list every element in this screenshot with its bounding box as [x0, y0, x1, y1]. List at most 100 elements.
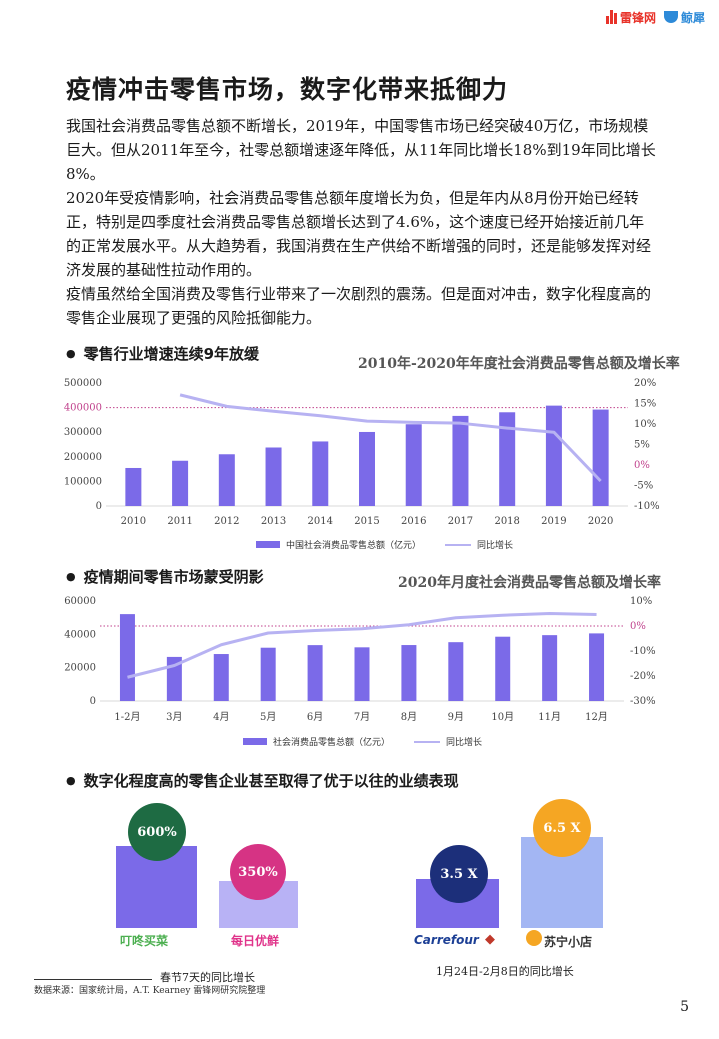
growth-line	[179, 393, 602, 483]
suning-logo: 苏宁小店	[544, 935, 593, 949]
chart1-plot: 500000 400000 300000 200000 100000 0 20% 15% 10%…	[64, 378, 660, 527]
bar	[213, 654, 229, 701]
x-tick-label: 2018	[494, 516, 519, 527]
chart1-title: 2010年-2020年年度社会消费品零售总额及增长率	[358, 356, 680, 372]
bar	[260, 647, 276, 701]
jingxi-logo: 鲸犀	[663, 9, 705, 26]
caption-right: 1月24日-2月8日的同比增长	[436, 965, 574, 978]
bar	[589, 633, 605, 701]
chart2-svg: 60000 40000 20000 0 10% 0% -10% -20% -30% 1-2月 3月 4…	[64, 596, 656, 723]
x-tick-label: 7月	[354, 711, 370, 723]
label-350: 350%	[230, 844, 286, 900]
leiphone-logo-text: 雷锋网	[619, 10, 656, 25]
chart2-title: 2020年月度社会消费品零售总额及增长率	[398, 575, 661, 591]
bar	[218, 454, 235, 506]
bar	[405, 424, 422, 506]
carrefour-logo: Carrefour	[414, 933, 479, 947]
source-divider	[34, 979, 152, 980]
y2-tick-label: 15%	[634, 399, 656, 410]
x-tick-label: 6月	[307, 711, 323, 723]
y-tick-label: 100000	[64, 476, 102, 487]
legend-bar-swatch	[256, 541, 280, 548]
y-tick-label: 40000	[64, 629, 96, 640]
x-tick-label: 8月	[401, 711, 417, 723]
bar	[592, 409, 609, 506]
x-tick-label: 2019	[541, 516, 566, 527]
label-6-5x: 6.5 X	[533, 799, 591, 857]
bar	[452, 415, 469, 506]
x-tick-label: 2016	[401, 516, 426, 527]
legend-line-label: 同比增长	[477, 541, 514, 551]
y-tick-label: 0	[90, 696, 96, 707]
bar	[307, 645, 323, 701]
y2-tick-label: -20%	[630, 671, 656, 682]
y-tick-label: 500000	[64, 378, 102, 389]
chart1-legend: 中国社会消费品零售总额（亿元） 同比增长	[256, 538, 513, 551]
bar	[265, 447, 282, 506]
bar	[125, 467, 142, 506]
x-tick-label: 9月	[448, 711, 464, 723]
x-tick-label: 2015	[354, 516, 379, 527]
bar	[545, 405, 562, 506]
y-tick-label: 200000	[64, 452, 102, 463]
x-tick-label: 3月	[166, 711, 182, 723]
legend-line-label: 同比增长	[446, 738, 483, 748]
x-tick-label: 2020	[588, 516, 613, 527]
y2-tick-label: 5%	[634, 440, 650, 451]
bar	[401, 645, 417, 701]
x-tick-label: 2011	[167, 516, 192, 527]
y-tick-label: 0	[96, 501, 102, 512]
x-tick-label: 12月	[585, 711, 608, 723]
chart2-legend: 社会消费品零售总额（亿元） 同比增长	[243, 735, 482, 748]
legend-bar-label: 社会消费品零售总额（亿元）	[273, 738, 391, 748]
y2-tick-label: 10%	[630, 596, 652, 607]
chart1-svg: 500000 400000 300000 200000 100000 0 20% 15% 10%…	[64, 378, 660, 527]
x-tick-label: 4月	[213, 711, 229, 723]
paragraph-1: 我国社会消费品零售总额不断增长，2019年，中国零售市场已经突破40万亿，市场规…	[66, 117, 656, 183]
carrefour-mark-icon: ◆	[485, 932, 495, 947]
paragraph-3: 疫情虽然给全国消费及零售行业带来了一次剧烈的震荡。但是面对冲击，数字化程度高的零…	[66, 285, 652, 327]
growth-line	[127, 612, 597, 679]
bar	[499, 412, 516, 506]
bar	[448, 642, 464, 701]
section-title-2: 疫情期间零售市场蒙受阴影	[66, 566, 264, 587]
y2-tick-label: -30%	[630, 696, 656, 707]
x-tick-label: 2012	[214, 516, 239, 527]
x-tick-label: 2017	[448, 516, 473, 527]
jingxi-logo-text: 鲸犀	[680, 10, 705, 25]
paragraph-2: 2020年受疫情影响，社会消费品零售总额年度增长为负，但是年内从8月份开始已经转…	[66, 189, 652, 279]
y2-tick-label: 10%	[634, 419, 656, 430]
legend-line-swatch	[414, 740, 441, 743]
y-tick-label: 400000	[64, 403, 102, 414]
bar	[172, 460, 189, 506]
x-tick-label: 5月	[260, 711, 276, 723]
page-number: 5	[680, 999, 689, 1015]
legend-bar-label: 中国社会消费品零售总额（亿元）	[286, 541, 422, 551]
bar	[354, 647, 370, 701]
header-logos: 雷锋网 鲸犀	[605, 6, 705, 28]
y-tick-label: 60000	[64, 596, 96, 607]
section-title-1: 零售行业增速连续9年放缓	[66, 343, 259, 364]
source-note: 数据来源：国家统计局，A.T. Kearney 雷锋网研究院整理	[34, 986, 266, 996]
legend-line-swatch	[445, 543, 472, 546]
bar	[312, 441, 329, 506]
dingdong-logo: 叮咚买菜	[120, 934, 169, 948]
legend-bar-swatch	[243, 738, 267, 745]
y2-tick-label: 0%	[634, 460, 650, 471]
y2-tick-label: 0%	[630, 621, 646, 632]
suning-lion-icon	[526, 930, 542, 946]
x-tick-label: 2010	[121, 516, 146, 527]
y-tick-label: 20000	[64, 663, 96, 674]
bar	[495, 636, 511, 701]
whale-icon	[663, 11, 678, 23]
y-tick-label: 300000	[64, 427, 102, 438]
x-tick-label: 10月	[491, 711, 514, 723]
section-title-3: 数字化程度高的零售企业甚至取得了优于以往的业绩表现	[66, 770, 459, 791]
x-tick-label: 2014	[308, 516, 333, 527]
x-tick-label: 1-2月	[114, 711, 140, 723]
meiri-logo: 每日优鲜	[231, 934, 280, 948]
bar	[119, 614, 135, 701]
page-title: 疫情冲击零售市场，数字化带来抵御力	[66, 75, 509, 104]
y2-tick-label: -5%	[634, 481, 653, 492]
label-3-5x: 3.5 X	[430, 845, 488, 903]
